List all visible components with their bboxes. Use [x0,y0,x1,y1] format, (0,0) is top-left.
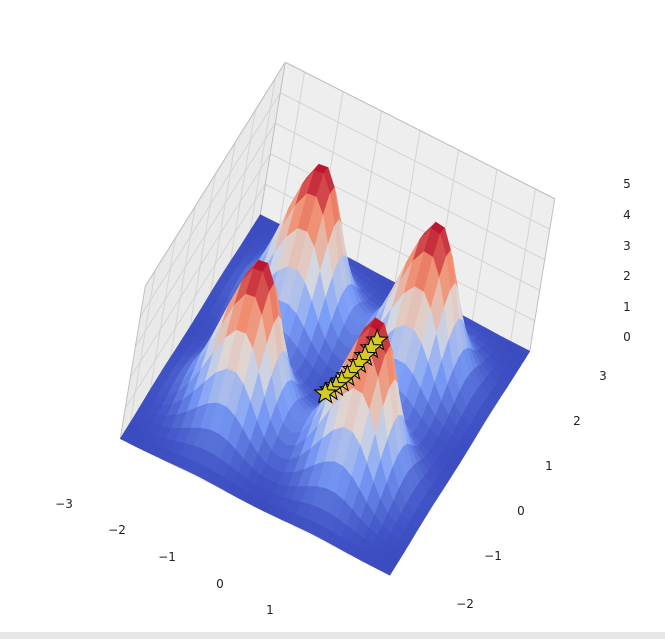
y-axis-ticks: −2 −1 0 1 2 3 [456,369,607,611]
gridline [356,110,382,264]
bottom-strip [0,632,665,639]
x-tick-label: 1 [266,603,274,617]
gridline [209,142,236,295]
trajectory-star [313,381,338,404]
z-axis-ticks: 0 1 2 3 4 5 [623,177,631,344]
gridline [134,122,276,348]
gridline [149,238,176,391]
surface-patch [380,562,395,576]
gridline [394,130,421,284]
trajectory-markers [313,328,390,404]
gridline [249,78,276,231]
gridline [139,92,281,318]
z-tick-label: 3 [623,239,631,253]
gridline [129,270,156,423]
z-tick-label: 4 [623,208,631,222]
pane-edge [285,61,555,200]
x-tick-label: 0 [216,577,224,591]
z-tick-label: 1 [623,300,631,314]
y-tick-label: 0 [517,504,525,518]
pane-edge [259,62,286,215]
x-tick-label: −2 [108,523,126,537]
pane-edge [529,198,556,352]
gridline [189,174,216,327]
y-tick-label: −2 [456,597,474,611]
z-tick-label: 5 [623,177,631,191]
pane-edge [119,286,146,439]
y-tick-label: 3 [599,369,607,383]
gridline [129,153,271,379]
z-tick-label: 2 [623,269,631,283]
x-tick-label: −3 [55,497,73,511]
z-tick-label: 0 [623,330,631,344]
gridline [510,188,536,342]
x-tick-label: −1 [158,550,176,564]
gridline [279,71,305,225]
y-tick-label: 1 [545,459,553,473]
x-axis-ticks: −3 −2 −1 0 1 2 [55,497,326,639]
y-tick-label: 2 [573,414,581,428]
gridline [124,183,266,409]
gridline [229,110,256,263]
gridline [471,169,498,323]
gridline [280,92,550,230]
trajectory-star [318,377,343,401]
gridline [275,122,545,261]
y-tick-label: −1 [484,549,502,563]
gridline [169,206,196,359]
pane-edge [144,61,286,287]
